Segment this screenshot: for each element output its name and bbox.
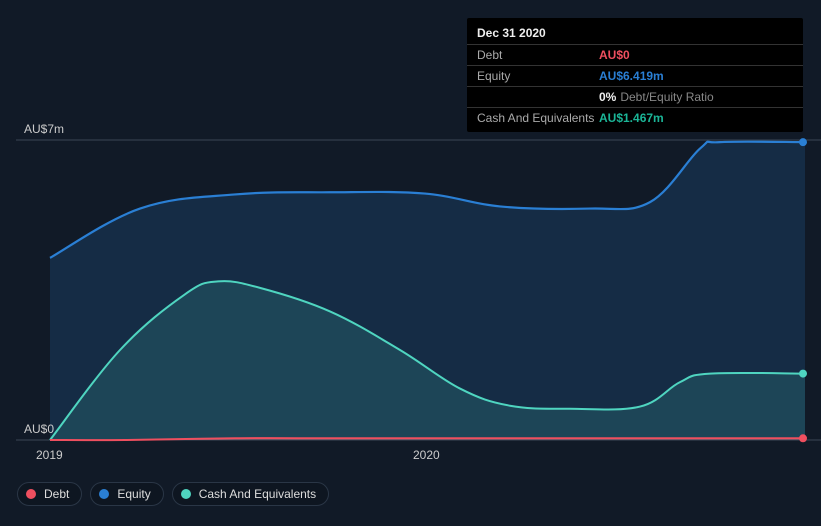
legend-item-cash[interactable]: Cash And Equivalents (172, 482, 329, 506)
chart-tooltip: Dec 31 2020 DebtAU$0EquityAU$6.419m0%Deb… (467, 18, 803, 132)
legend-dot-icon (99, 489, 109, 499)
legend-item-label: Cash And Equivalents (199, 487, 316, 501)
legend-item-label: Debt (44, 487, 69, 501)
legend-item-equity[interactable]: Equity (90, 482, 163, 506)
y-axis-label: AU$0 (24, 422, 54, 436)
marker-cash (799, 370, 807, 378)
tooltip-row-extra: Debt/Equity Ratio (620, 90, 713, 104)
legend-dot-icon (181, 489, 191, 499)
tooltip-row: 0%Debt/Equity Ratio (467, 86, 803, 107)
tooltip-row-label: Equity (477, 69, 599, 83)
legend-item-label: Equity (117, 487, 150, 501)
tooltip-date: Dec 31 2020 (467, 22, 803, 44)
chart-legend: Debt Equity Cash And Equivalents (17, 482, 329, 506)
x-axis-label: 2019 (36, 448, 63, 462)
tooltip-row: Cash And EquivalentsAU$1.467m (467, 107, 803, 128)
tooltip-row-label: Cash And Equivalents (477, 111, 599, 125)
tooltip-row-label (477, 90, 599, 104)
tooltip-row-value: AU$6.419m (599, 69, 664, 83)
tooltip-row-value: 0%Debt/Equity Ratio (599, 90, 714, 104)
tooltip-row-label: Debt (477, 48, 599, 62)
legend-item-debt[interactable]: Debt (17, 482, 82, 506)
debt-equity-chart: AU$7mAU$0 20192020 Dec 31 2020 DebtAU$0E… (0, 0, 821, 526)
tooltip-row-value: AU$1.467m (599, 111, 664, 125)
marker-equity (799, 138, 807, 146)
tooltip-row-value: AU$0 (599, 48, 630, 62)
tooltip-row: EquityAU$6.419m (467, 65, 803, 86)
marker-debt (799, 434, 807, 442)
legend-dot-icon (26, 489, 36, 499)
x-axis-label: 2020 (413, 448, 440, 462)
tooltip-row: DebtAU$0 (467, 44, 803, 65)
y-axis-label: AU$7m (24, 122, 64, 136)
